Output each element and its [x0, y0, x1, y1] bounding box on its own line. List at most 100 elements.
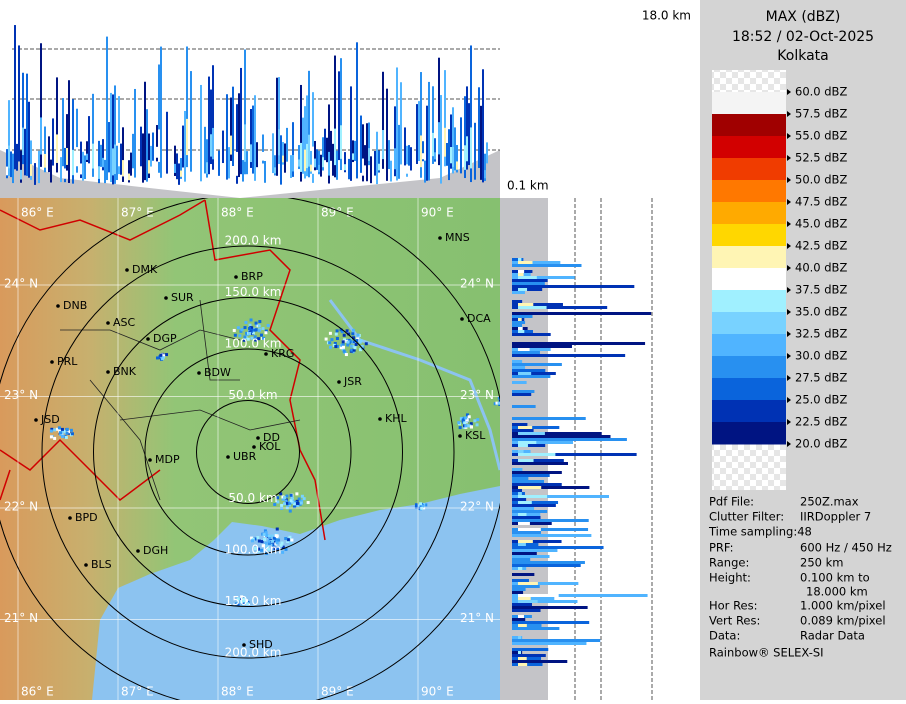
legend-swatch: [712, 202, 786, 225]
echo: [308, 134, 310, 167]
echo: [22, 127, 24, 156]
echo: [44, 126, 46, 173]
echo: [394, 106, 396, 177]
echo: [512, 573, 535, 576]
echo: [360, 115, 362, 173]
echo: [259, 333, 263, 337]
legend-label: 25.0 dBZ: [795, 393, 847, 407]
echo: [512, 555, 550, 558]
echo: [118, 96, 120, 175]
echo: [212, 65, 214, 170]
echo: [288, 501, 292, 505]
echo: [518, 453, 556, 456]
echo: [69, 428, 73, 432]
echo: [368, 122, 370, 166]
echo: [290, 496, 294, 500]
echo: [457, 421, 461, 425]
ring-label: 200.0 km: [225, 646, 282, 660]
echo: [512, 282, 545, 285]
echo: [482, 69, 484, 183]
echo: [512, 423, 528, 426]
echo: [250, 336, 254, 340]
legend-swatch: [712, 334, 786, 357]
echo: [56, 427, 60, 431]
echo: [236, 597, 240, 601]
echo: [238, 334, 242, 338]
echo: [450, 114, 452, 169]
echo: [512, 354, 626, 357]
echo: [376, 131, 378, 185]
echo: [251, 331, 255, 335]
echo: [332, 343, 336, 347]
echo: [512, 618, 526, 621]
echo: [98, 166, 100, 179]
echo: [144, 81, 146, 181]
echo: [104, 159, 106, 184]
echo: [468, 103, 470, 166]
echo: [512, 528, 589, 531]
echo: [204, 126, 206, 174]
echo: [512, 441, 573, 444]
ring-label: 200.0 km: [225, 234, 282, 248]
echo: [512, 351, 540, 354]
echo: [300, 84, 302, 182]
legend-label: 60.0 dBZ: [795, 85, 847, 99]
echo: [40, 43, 42, 167]
echo: [258, 320, 262, 324]
echo: [146, 109, 148, 182]
legend-arrow: [787, 397, 791, 403]
lat-label: 23° N: [460, 388, 494, 402]
city-dot: [68, 516, 72, 520]
echo: [512, 258, 524, 261]
echo: [236, 104, 238, 184]
lon-label: 86° E: [21, 685, 54, 699]
echo: [238, 93, 240, 178]
echo: [102, 157, 104, 168]
echo: [264, 541, 268, 545]
echo: [345, 329, 349, 333]
echo: [518, 663, 528, 666]
echo: [341, 347, 345, 351]
city-label: DGH: [143, 544, 168, 557]
echo: [512, 546, 604, 549]
echo: [254, 321, 258, 325]
info-value: Radar Data: [800, 629, 865, 643]
city-label: BDW: [204, 366, 231, 379]
echo: [462, 425, 466, 429]
city-label: KSL: [465, 429, 486, 442]
echo: [242, 160, 244, 182]
legend-arrow: [787, 287, 791, 293]
echo: [261, 544, 265, 548]
echo: [364, 342, 368, 346]
echo: [304, 106, 306, 179]
city-dot: [234, 275, 238, 279]
echo: [281, 497, 285, 501]
echo: [60, 157, 62, 183]
echo: [353, 346, 357, 350]
echo: [518, 330, 525, 333]
echo: [88, 116, 90, 164]
echo: [245, 331, 249, 335]
echo: [142, 133, 144, 183]
echo: [276, 547, 280, 551]
lon-label: 88° E: [221, 206, 254, 220]
echo: [276, 77, 278, 176]
echo: [465, 418, 469, 422]
echo: [463, 421, 467, 425]
echo: [241, 601, 245, 605]
echo: [256, 536, 260, 540]
range-ring: [196, 400, 300, 504]
legend-swatch: [712, 136, 786, 159]
echo: [108, 122, 110, 173]
city-label: KOL: [259, 440, 281, 453]
echo: [341, 340, 345, 344]
legend-swatch: [712, 422, 786, 445]
echo: [38, 150, 40, 184]
echo: [518, 276, 537, 279]
echo: [512, 591, 524, 594]
echo: [434, 138, 436, 162]
echo: [518, 270, 525, 273]
echo: [419, 502, 423, 506]
echo: [156, 125, 158, 162]
echo: [300, 499, 304, 503]
